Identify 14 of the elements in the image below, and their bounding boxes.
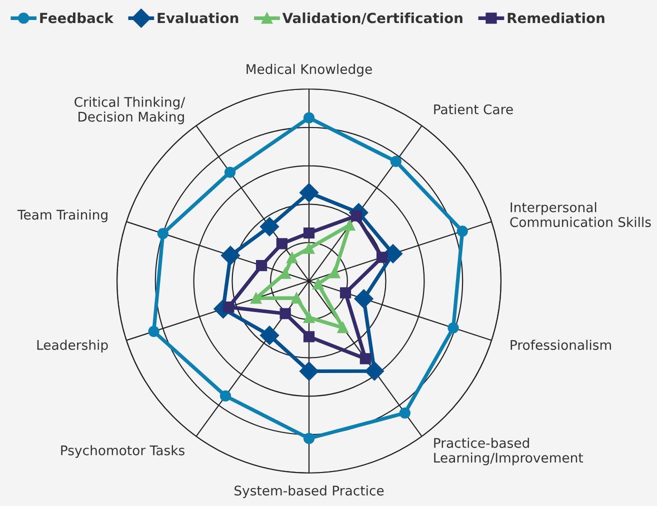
spoke-label: Practice-based Learning/Improvement bbox=[434, 438, 584, 466]
spoke-label: Medical Knowledge bbox=[246, 64, 372, 77]
legend-label: Validation/Certification bbox=[282, 12, 462, 24]
legend-label: Evaluation bbox=[158, 12, 238, 24]
spoke-label: Team Training bbox=[17, 209, 108, 222]
spoke-label: Critical Thinking/ Decision Making bbox=[74, 96, 186, 124]
spoke-label: System-based Practice bbox=[234, 485, 384, 498]
legend-label: Feedback bbox=[40, 12, 114, 24]
legend-label: Remediation bbox=[508, 12, 604, 24]
spoke-label: Psychomotor Tasks bbox=[61, 445, 184, 458]
spoke-label: Professionalism bbox=[510, 340, 611, 350]
spoke-label: Leadership bbox=[37, 340, 108, 353]
spoke-label: Interpersonal Communication Skills bbox=[510, 202, 651, 228]
spoke-label: Patient Care bbox=[434, 104, 513, 114]
